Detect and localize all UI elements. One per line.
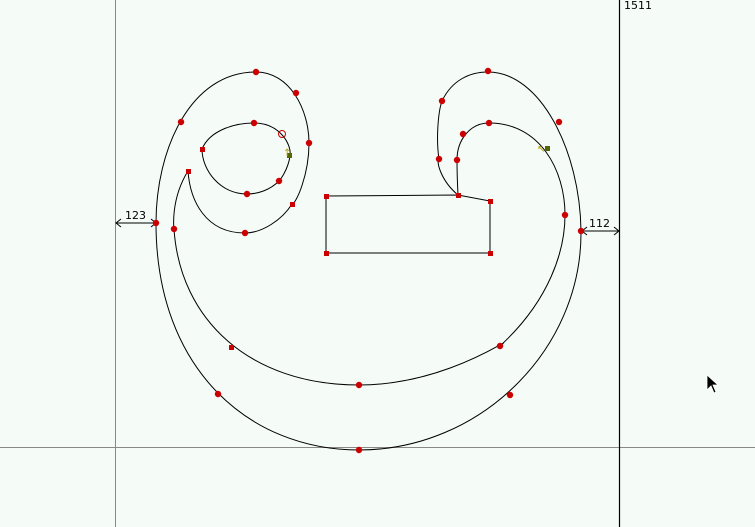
corner-points [186,147,493,350]
curve-points [152,67,585,454]
curve-point[interactable] [275,177,283,185]
right-bearing-dimension: 112 [581,217,620,236]
corner-point[interactable] [200,147,205,152]
curve-point[interactable] [506,391,514,399]
curve-point[interactable] [214,390,222,398]
control-point[interactable] [287,153,292,158]
inner-loop-contour[interactable] [201,122,291,195]
curve-point[interactable] [484,67,492,75]
corner-point[interactable] [290,202,295,207]
curve-point[interactable] [435,155,443,163]
curve-point[interactable] [292,89,300,97]
curve-point[interactable] [555,118,563,126]
direction-arrow-icon: ↖ [537,144,545,155]
corner-point[interactable] [324,194,329,199]
curve-point[interactable] [561,211,569,219]
curve-point[interactable] [485,119,493,127]
left-bearing-label: 123 [125,209,146,222]
curve-point[interactable] [355,446,363,454]
left-bearing-dimension: 123 [115,209,157,228]
right-bearing-label: 112 [589,217,610,230]
curve-point[interactable] [459,130,467,138]
corner-point[interactable] [229,345,234,350]
curve-point[interactable] [243,190,251,198]
curve-point[interactable] [496,342,504,350]
corner-point[interactable] [456,193,461,198]
curve-point[interactable] [252,68,260,76]
curve-point[interactable] [152,219,160,227]
rectangle-contour[interactable] [325,194,491,254]
corner-point[interactable] [488,199,493,204]
corner-point[interactable] [324,251,329,256]
curve-point[interactable] [170,225,178,233]
arrow-cursor-icon [706,374,720,394]
curve-point[interactable] [355,381,363,389]
corner-point[interactable] [488,251,493,256]
corner-point[interactable] [186,169,191,174]
curve-point[interactable] [453,156,461,164]
curve-point[interactable] [577,227,585,235]
direction-arrow-icon: ↑ [283,148,291,159]
control-handles: ↑ ↖ [278,130,550,159]
first-point-marker[interactable] [278,130,286,138]
curve-point[interactable] [305,139,313,147]
control-point[interactable] [545,146,550,151]
curve-point[interactable] [438,97,446,105]
outer-contour[interactable] [155,71,582,451]
curve-point[interactable] [177,118,185,126]
curve-point[interactable] [241,229,249,237]
advance-width-label: 1511 [624,0,652,12]
curve-point[interactable] [250,119,258,127]
